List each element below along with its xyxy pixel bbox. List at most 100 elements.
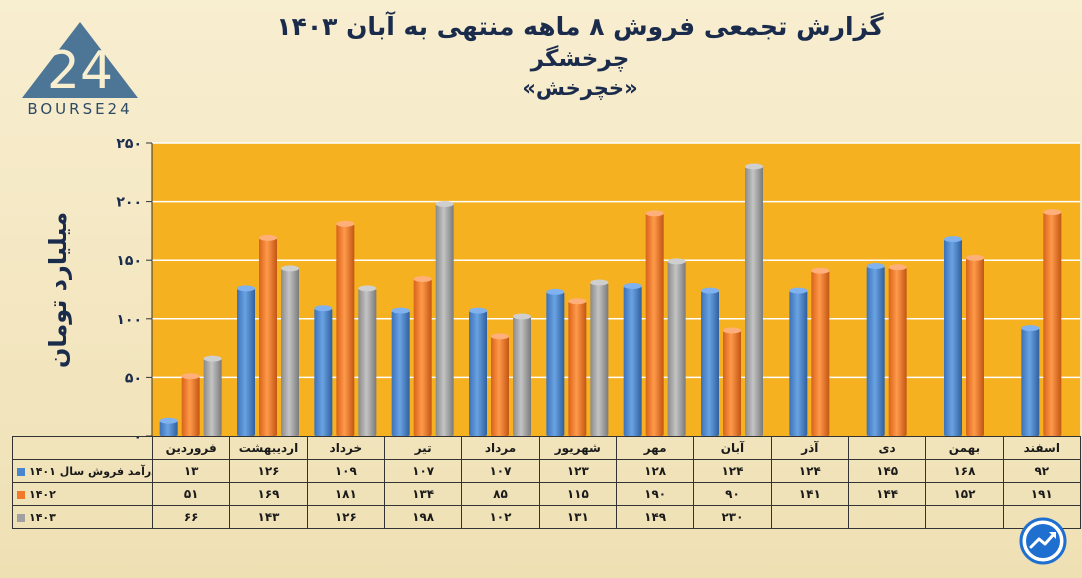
bar-cap [623, 282, 642, 289]
value-cell: ۱۲۶ [229, 459, 308, 483]
bar-series-2 [723, 330, 741, 436]
category-cell: دی [847, 436, 927, 460]
bar-series-2 [491, 336, 509, 436]
value-cell [847, 505, 927, 529]
value-cell: ۱۵۲ [925, 482, 1004, 506]
legend-label: ۱۴۰۲ [29, 487, 56, 501]
bar-cap [1021, 325, 1040, 332]
value-cell [770, 505, 849, 529]
bar-series-1 [701, 290, 719, 436]
bar-cap [203, 355, 222, 362]
bar-cap [866, 263, 885, 270]
bar-series-3 [590, 282, 609, 436]
chart-subtitle: چرخشگر [530, 46, 630, 72]
bar-cap [701, 287, 719, 294]
bar-series-2 [888, 267, 907, 436]
chart-title: گزارش تجمعی فروش ۸ ماهه منتهی به آبان ۱۴… [276, 12, 884, 41]
bar-cap [259, 234, 277, 241]
bar-series-2 [336, 223, 355, 436]
bar-cap [1043, 209, 1062, 216]
value-cell: ۱۲۴ [770, 459, 849, 483]
value-cell: ۲۳۰ [693, 505, 772, 529]
category-cell: خرداد [306, 436, 385, 460]
bar-series-1 [159, 420, 178, 436]
bourse24-logo: 24 BOURSE24 [20, 20, 140, 125]
legend-swatch [17, 490, 25, 499]
value-cell: ۱۰۹ [306, 459, 385, 483]
category-cell: بهمن [925, 436, 1004, 460]
bar-cap [237, 285, 255, 292]
category-cell: آذر [770, 436, 849, 460]
value-cell: ۸۵ [461, 482, 540, 506]
bar-series-2 [259, 237, 277, 436]
bar-series-3 [435, 203, 454, 436]
bar-series-1 [866, 266, 885, 436]
bar-series-2 [811, 270, 830, 436]
bar-cap [413, 275, 432, 282]
value-cell: ۱۰۲ [461, 505, 540, 529]
value-cell: ۶۶ [151, 505, 231, 529]
bar-cap [358, 285, 377, 292]
bar-series-3 [203, 358, 222, 436]
value-cell: ۱۸۱ [306, 482, 385, 506]
bar-cap [336, 220, 355, 227]
logo-triangle-icon: 24 [22, 22, 138, 101]
bar-series-2 [568, 301, 587, 436]
legend-swatch [17, 467, 25, 476]
series-3-legend: ۱۴۰۳ [12, 505, 153, 529]
bar-cap [723, 327, 741, 334]
value-cell: ۱۹۸ [383, 505, 463, 529]
value-cell: ۱۲۸ [615, 459, 695, 483]
value-cell: ۱۰۷ [383, 459, 463, 483]
bar-cap [568, 298, 587, 305]
category-cell: تیر [383, 436, 463, 460]
category-cell: مهر [615, 436, 695, 460]
bar-series-1 [391, 310, 410, 436]
bar-cap [645, 210, 664, 217]
trend-up-icon [1019, 517, 1067, 565]
bar-series-3 [281, 268, 299, 436]
value-cell: ۱۳۱ [538, 505, 617, 529]
value-cell: ۹۲ [1002, 459, 1081, 483]
bar-series-3 [513, 316, 531, 436]
value-cell: ۱۲۳ [538, 459, 617, 483]
bar-series-1 [469, 310, 487, 436]
y-tick-label: ۵۰ [125, 370, 142, 386]
bar-cap [944, 236, 962, 243]
bar-cap [469, 307, 487, 314]
bar-series-2 [1043, 212, 1062, 436]
value-cell: ۱۰۷ [461, 459, 540, 483]
value-cell: ۱۳ [151, 459, 231, 483]
bar-series-2 [966, 257, 984, 436]
bar-cap [667, 258, 686, 265]
y-tick-label: ۱۵۰ [116, 253, 142, 269]
bar-series-1 [1021, 328, 1040, 436]
logo-text: BOURSE24 [27, 100, 133, 118]
bar-series-1 [623, 285, 642, 436]
value-cell: ۹۰ [693, 482, 772, 506]
series-1-legend: درآمد فروش سال ۱۴۰۱ [12, 459, 153, 483]
bar-series-2 [645, 213, 664, 436]
bar-series-1 [237, 288, 255, 436]
bar-series-3 [667, 261, 686, 436]
y-tick-label: ۲۰۰ [116, 195, 142, 211]
value-cell: ۱۹۰ [615, 482, 695, 506]
category-cell: اسفند [1002, 436, 1081, 460]
bar-cap [811, 267, 830, 274]
legend-label: درآمد فروش سال ۱۴۰۱ [29, 464, 153, 478]
value-cell: ۵۱ [151, 482, 231, 506]
bar-series-3 [745, 166, 763, 436]
bar-cap [745, 163, 763, 170]
series-2-legend: ۱۴۰۲ [12, 482, 153, 506]
ticker-symbol: «خچرخش» [522, 76, 638, 100]
table-row: درآمد فروش سال ۱۴۰۱ ۱۳ ۱۲۶ ۱۰۹ ۱۰۷ ۱۰۷ ۱… [12, 459, 1081, 483]
value-cell: ۱۶۹ [229, 482, 308, 506]
value-cell: ۱۴۵ [847, 459, 927, 483]
data-table: فروردین اردیبهشت خرداد تیر مرداد شهریور … [12, 436, 1081, 529]
value-cell: ۱۲۶ [306, 505, 385, 529]
table-row: ۱۴۰۲ ۵۱ ۱۶۹ ۱۸۱ ۱۳۴ ۸۵ ۱۱۵ ۱۹۰ ۹۰ ۱۴۱ ۱۴… [12, 482, 1081, 506]
bar-cap [546, 288, 565, 295]
value-cell: ۱۹۱ [1002, 482, 1081, 506]
bar-cap [590, 279, 609, 286]
